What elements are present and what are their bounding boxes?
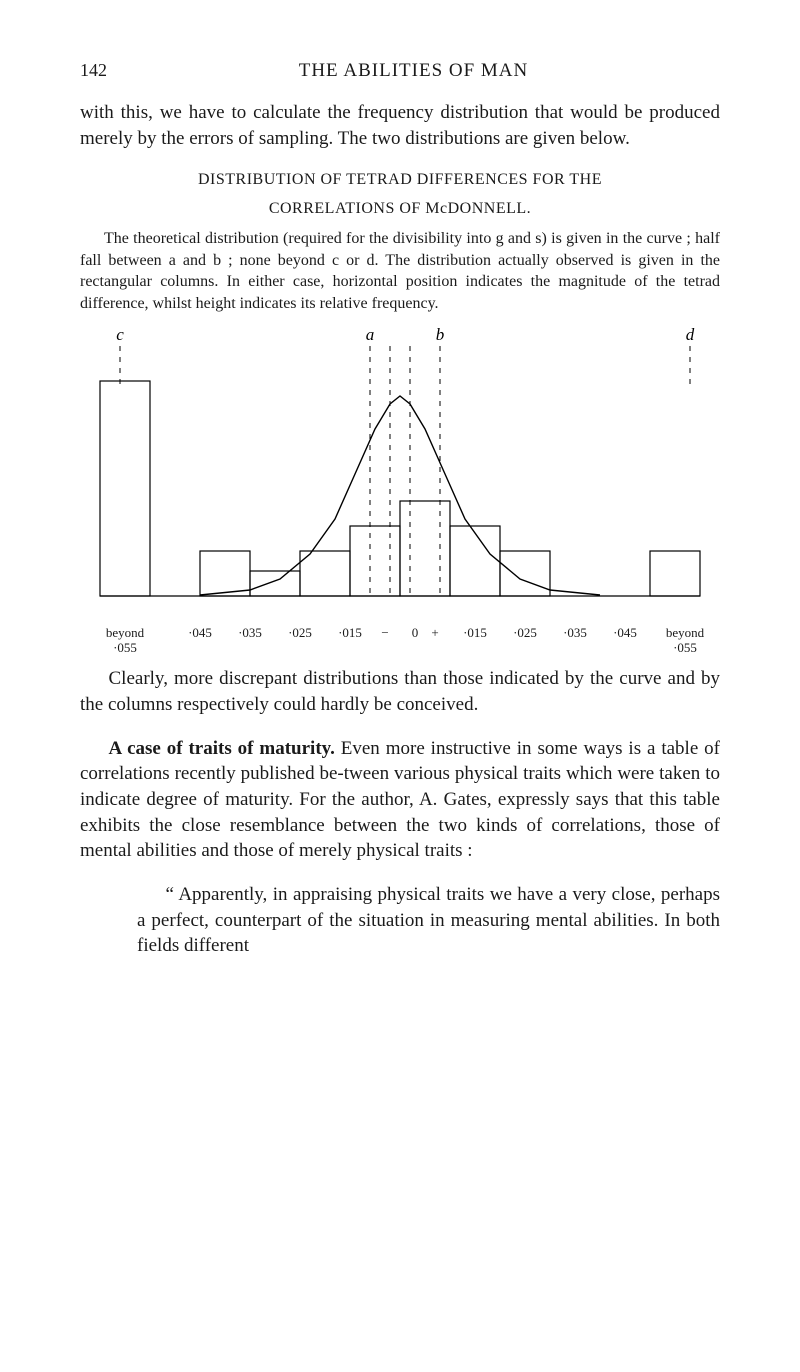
axis-tick-label: ·045 — [600, 626, 650, 641]
block-quote: “ Apparently, in appraising physical tra… — [137, 882, 720, 959]
svg-text:a: a — [366, 325, 375, 344]
axis-tick-label: ·035 — [550, 626, 600, 641]
axis-tick-label: ·035 — [225, 626, 275, 641]
paragraph-intro: with this, we have to calculate the freq… — [80, 100, 720, 151]
axis-tick-label: ·025 — [275, 626, 325, 641]
page-running-title: THE ABILITIES OF MAN — [107, 60, 720, 82]
paragraph-lead-bold: A case of traits of maturity. — [109, 738, 335, 759]
chart-caption: The theoretical distribution (required f… — [80, 228, 720, 314]
axis-tick-label: beyond ·055 — [100, 626, 150, 656]
chart-heading-line1: DISTRIBUTION OF TETRAD DIFFERENCES FOR T… — [80, 169, 720, 191]
distribution-chart: cabd beyond ·055·045·035·025·015−0+·015·… — [80, 324, 720, 656]
svg-text:c: c — [116, 325, 124, 344]
svg-text:b: b — [436, 325, 445, 344]
axis-tick-label: ·015 — [450, 626, 500, 641]
paragraph-clearly: Clearly, more discrepant distributions t… — [80, 666, 720, 717]
chart-heading-line2: CORRELATIONS OF McDONNELL. — [80, 198, 720, 220]
paragraph-case-traits: A case of traits of maturity. Even more … — [80, 736, 720, 864]
axis-tick-label: beyond ·055 — [660, 626, 710, 656]
axis-tick-label: ·025 — [500, 626, 550, 641]
svg-text:d: d — [686, 325, 695, 344]
page-number: 142 — [80, 60, 107, 81]
axis-tick-label: ·045 — [175, 626, 225, 641]
